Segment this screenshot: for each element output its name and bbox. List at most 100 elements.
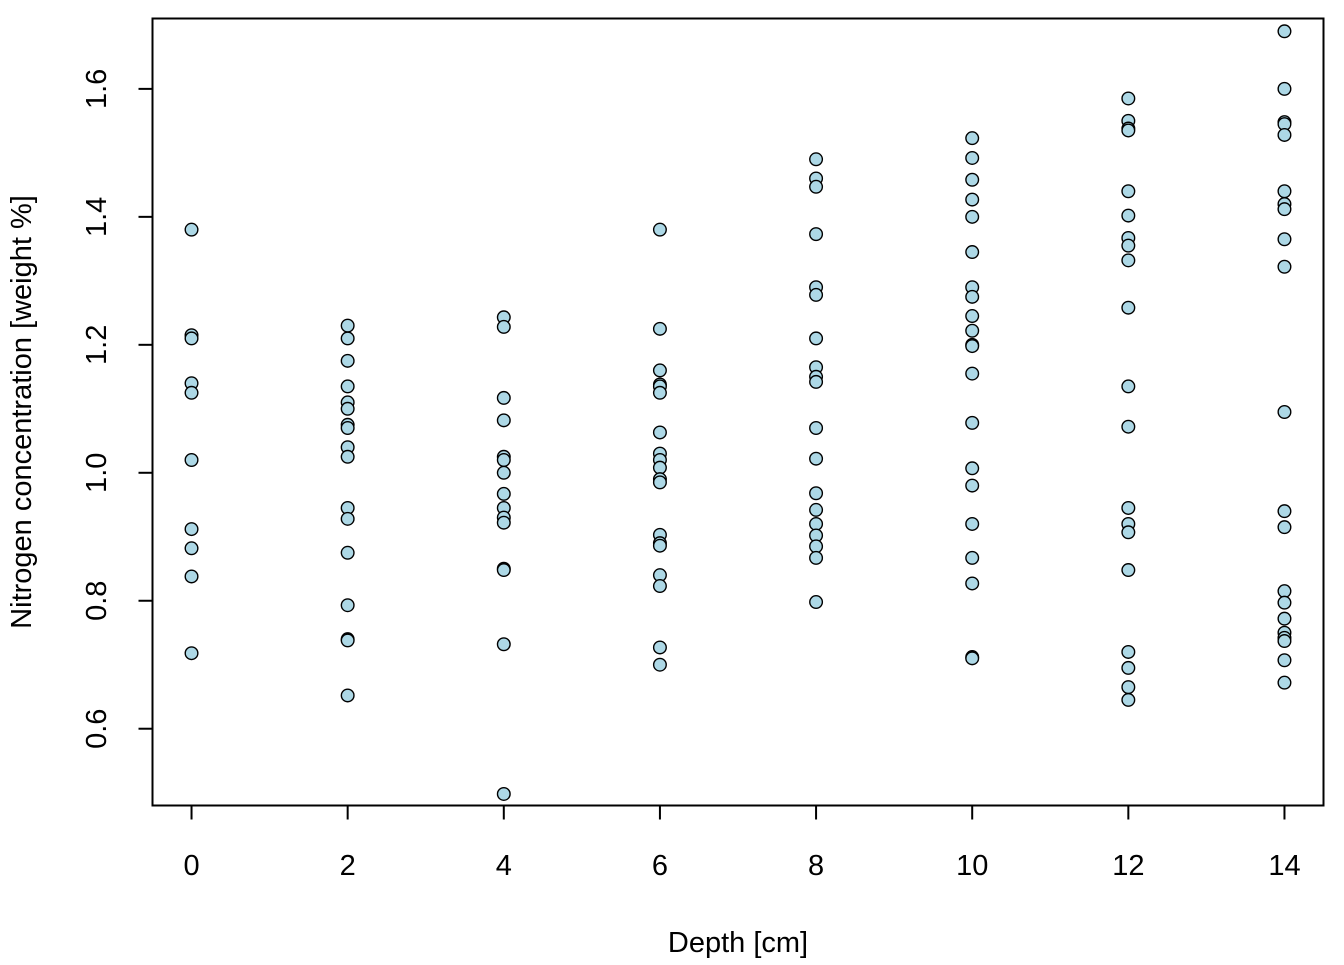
data-point — [340, 331, 355, 346]
data-point — [340, 318, 355, 333]
x-tick-label: 0 — [183, 850, 199, 882]
data-point — [496, 786, 511, 801]
data-point — [1277, 405, 1292, 420]
data-point — [496, 563, 511, 578]
data-point — [340, 353, 355, 368]
data-point — [809, 486, 824, 501]
data-point — [1121, 692, 1136, 707]
data-point — [809, 420, 824, 435]
data-point — [965, 576, 980, 591]
data-point — [340, 633, 355, 648]
data-point — [809, 152, 824, 167]
data-point — [965, 550, 980, 565]
data-point — [1121, 184, 1136, 199]
data-point — [809, 595, 824, 610]
data-point — [340, 688, 355, 703]
y-tick-label: 1.0 — [81, 453, 113, 493]
x-tick-label: 14 — [1268, 850, 1300, 882]
y-tick-label: 0.8 — [81, 581, 113, 621]
data-point — [1121, 208, 1136, 223]
data-point — [809, 227, 824, 242]
data-point — [1277, 584, 1292, 599]
data-point — [965, 366, 980, 381]
data-point — [965, 651, 980, 666]
data-point — [1121, 238, 1136, 253]
data-point — [1277, 653, 1292, 668]
data-point — [965, 516, 980, 531]
data-point — [809, 331, 824, 346]
data-point — [184, 222, 199, 237]
y-axis-title: Nitrogen concentration [weight %] — [6, 195, 38, 629]
data-point — [965, 339, 980, 354]
data-point — [809, 550, 824, 565]
data-point — [1277, 520, 1292, 535]
data-point — [496, 515, 511, 530]
data-point — [965, 461, 980, 476]
x-tick-label: 12 — [1112, 850, 1144, 882]
data-point — [1277, 127, 1292, 142]
x-tick-label: 2 — [340, 850, 356, 882]
data-point — [652, 385, 667, 400]
x-tick-label: 4 — [496, 850, 512, 882]
data-point — [652, 321, 667, 336]
data-point — [809, 287, 824, 302]
data-point — [965, 172, 980, 187]
data-point — [965, 289, 980, 304]
y-tick-label: 1.6 — [81, 69, 113, 109]
y-tick-label: 0.6 — [81, 709, 113, 749]
data-point — [496, 486, 511, 501]
data-point — [809, 451, 824, 466]
data-point — [652, 538, 667, 553]
x-axis: 0 2 4 6 8 10 12 14 — [183, 804, 1301, 882]
x-tick-label: 10 — [956, 850, 988, 882]
data-point — [496, 390, 511, 405]
data-points — [184, 24, 1292, 801]
data-point — [340, 598, 355, 613]
data-point — [496, 465, 511, 480]
data-point — [652, 460, 667, 475]
data-point — [652, 222, 667, 237]
data-point — [965, 478, 980, 493]
data-point — [340, 401, 355, 416]
data-point — [809, 374, 824, 389]
data-point — [1121, 500, 1136, 515]
data-point — [1121, 300, 1136, 315]
data-point — [184, 522, 199, 537]
data-point — [340, 545, 355, 560]
data-point — [809, 502, 824, 517]
data-point — [965, 209, 980, 224]
data-point — [809, 539, 824, 554]
data-point — [184, 569, 199, 584]
data-point — [965, 192, 980, 207]
data-point — [340, 449, 355, 464]
data-point — [652, 475, 667, 490]
data-point — [1277, 202, 1292, 217]
y-axis: 0.6 0.8 1.0 1.2 1.4 1.6 — [81, 69, 154, 749]
y-tick-label: 1.4 — [81, 197, 113, 237]
data-point — [1277, 232, 1292, 247]
data-point — [652, 657, 667, 672]
data-point — [496, 413, 511, 428]
data-point — [1121, 644, 1136, 659]
plot-frame — [151, 17, 1325, 807]
data-point — [496, 319, 511, 334]
data-point — [1277, 595, 1292, 610]
data-point — [652, 640, 667, 655]
data-point — [1277, 611, 1292, 626]
data-point — [1277, 81, 1292, 96]
data-point — [965, 245, 980, 260]
data-point — [1121, 123, 1136, 138]
data-point — [496, 452, 511, 467]
x-tick-label: 6 — [652, 850, 668, 882]
data-point — [1121, 563, 1136, 578]
y-tick-label: 1.2 — [81, 325, 113, 365]
x-axis-title: Depth [cm] — [668, 927, 808, 959]
data-point — [1277, 634, 1292, 649]
data-point — [184, 646, 199, 661]
data-point — [184, 385, 199, 400]
data-point — [965, 150, 980, 165]
data-point — [1121, 91, 1136, 106]
data-point — [809, 179, 824, 194]
data-point — [1121, 379, 1136, 394]
